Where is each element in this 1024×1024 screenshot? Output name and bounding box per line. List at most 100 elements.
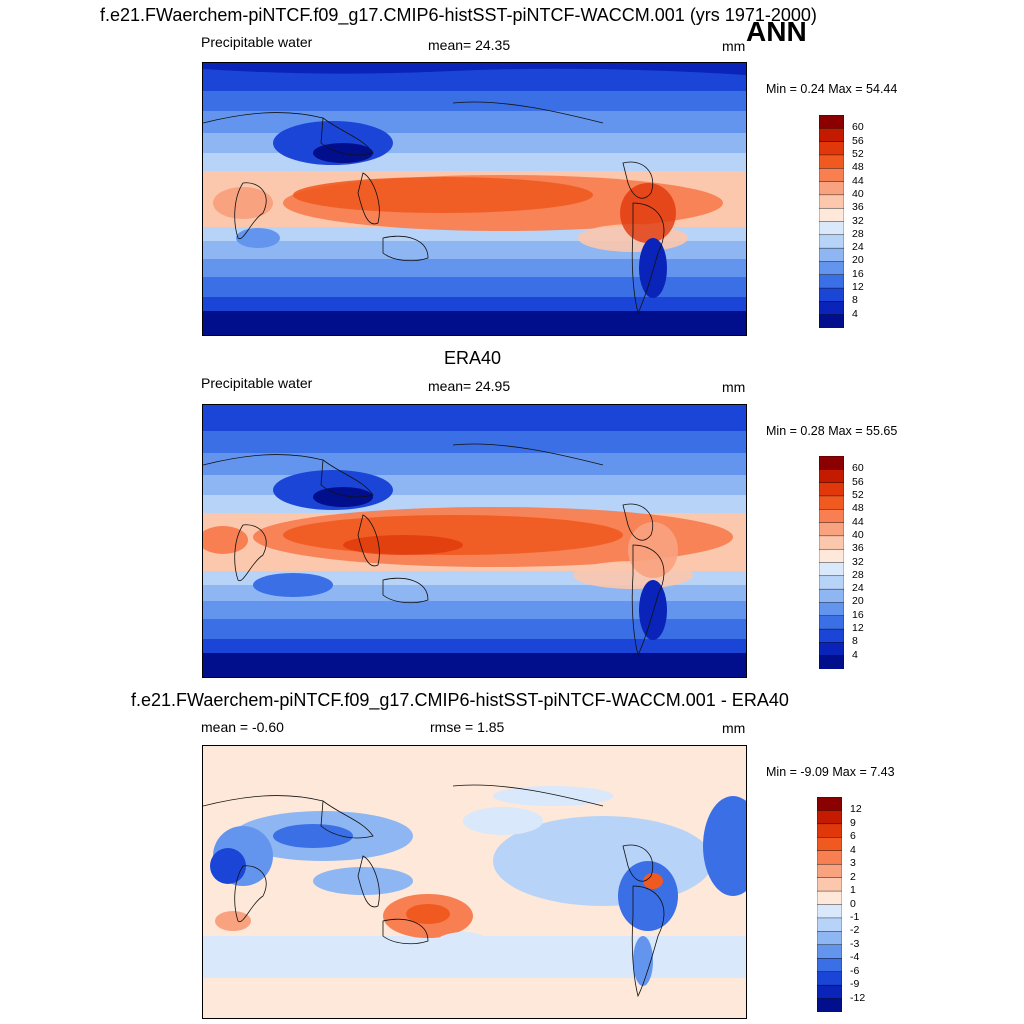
colorbar-swatch: [818, 535, 845, 550]
colorbar-swatch: [816, 850, 843, 865]
panel-obs-minmax: Min = 0.28 Max = 55.65: [766, 424, 898, 438]
colorbar-swatch: [816, 958, 843, 973]
map-obs: [202, 404, 747, 678]
colorbar-tick-label: 24: [852, 241, 864, 254]
colorbar-tick-label: 60: [852, 462, 864, 475]
colorbar-swatch: [818, 181, 845, 196]
colorbar-swatch: [818, 287, 845, 302]
colorbar-swatch: [816, 823, 843, 838]
map-diff: [202, 745, 747, 1019]
colorbar-swatch: [818, 482, 845, 497]
colorbar-swatch: [818, 588, 845, 603]
colorbar-swatch: [816, 810, 843, 825]
colorbar-swatch: [818, 562, 845, 577]
colorbar-swatch: [816, 917, 843, 932]
map-obs-field: [203, 405, 746, 677]
colorbar-swatch: [818, 141, 845, 156]
colorbar-swatch: [818, 207, 845, 223]
panel-model-variable: Precipitable water: [201, 34, 313, 50]
colorbar-tick-label: 32: [852, 555, 864, 568]
colorbar-diff: [816, 796, 843, 1013]
colorbar-swatch: [818, 221, 845, 236]
colorbar-swatch: [818, 469, 845, 484]
colorbar-swatch: [818, 509, 845, 524]
colorbar-tick-label: 20: [852, 595, 864, 608]
colorbar-obs-swatches: [818, 455, 845, 670]
colorbar-tick-label: 60: [852, 121, 864, 134]
map-model: [202, 62, 747, 336]
colorbar-tick-label: 36: [852, 542, 864, 555]
panel-obs-mean: mean= 24.95: [428, 378, 511, 394]
colorbar-tick-label: 3: [850, 857, 856, 870]
colorbar-tick-label: 28: [852, 227, 864, 240]
colorbar-swatch: [818, 602, 845, 617]
colorbar-tick-label: 2: [850, 870, 856, 883]
colorbar-tick-label: 40: [852, 528, 864, 541]
colorbar-tick-label: 24: [852, 582, 864, 595]
colorbar-swatch: [816, 984, 843, 1000]
colorbar-swatch: [818, 154, 845, 169]
panel-model-minmax: Min = 0.24 Max = 54.44: [766, 82, 898, 96]
map-model-field: [203, 63, 746, 335]
colorbar-tick-label: 12: [852, 622, 864, 635]
panel-diff-title: f.e21.FWaerchem-piNTCF.f09_g17.CMIP6-his…: [131, 690, 789, 710]
colorbar-swatch: [816, 931, 843, 946]
colorbar-swatch: [818, 642, 845, 657]
colorbar-swatch: [816, 877, 843, 892]
panel-diff-mean: mean = -0.60: [201, 719, 284, 735]
colorbar-swatch: [818, 301, 845, 316]
colorbar-tick-label: 56: [852, 475, 864, 488]
colorbar-tick-label: 1: [850, 884, 856, 897]
colorbar-obs: [818, 455, 845, 670]
colorbar-swatch: [818, 455, 845, 470]
season-label: ANN: [746, 16, 807, 47]
colorbar-tick-label: 12: [852, 281, 864, 294]
colorbar-tick-label: -1: [850, 910, 860, 923]
colorbar-tick-label: 12: [850, 803, 862, 816]
colorbar-swatch: [818, 314, 845, 329]
colorbar-swatch: [816, 796, 843, 811]
colorbar-swatch: [816, 890, 843, 906]
colorbar-tick-label: 8: [852, 294, 858, 307]
colorbar-swatch: [818, 194, 845, 209]
colorbar-swatch: [816, 863, 843, 879]
colorbar-swatch: [818, 247, 845, 262]
colorbar-tick-label: -6: [850, 964, 860, 977]
colorbar-swatch: [818, 655, 845, 670]
colorbar-tick-label: 32: [852, 214, 864, 227]
colorbar-swatch: [816, 904, 843, 919]
colorbar-diff-swatches: [816, 796, 843, 1013]
figure-title: f.e21.FWaerchem-piNTCF.f09_g17.CMIP6-his…: [100, 5, 817, 25]
panel-obs-units: mm: [722, 379, 746, 395]
colorbar-tick-label: 0: [850, 897, 856, 910]
colorbar-swatch: [816, 944, 843, 959]
colorbar-tick-label: 52: [852, 147, 864, 160]
colorbar-swatch: [818, 575, 845, 590]
colorbar-swatch: [816, 998, 843, 1013]
colorbar-tick-label: 4: [852, 648, 858, 661]
colorbar-tick-label: 4: [850, 843, 856, 856]
colorbar-swatch: [818, 234, 845, 249]
colorbar-tick-label: 40: [852, 187, 864, 200]
colorbar-tick-label: 20: [852, 254, 864, 267]
panel-diff-minmax: Min = -9.09 Max = 7.43: [766, 765, 895, 779]
colorbar-tick-label: 16: [852, 608, 864, 621]
colorbar-tick-label: -2: [850, 924, 860, 937]
colorbar-swatch: [818, 114, 845, 129]
colorbar-model: [818, 114, 845, 329]
panel-model-mean: mean= 24.35: [428, 37, 511, 53]
colorbar-tick-label: -12: [850, 991, 866, 1004]
colorbar-swatch: [816, 837, 843, 852]
colorbar-tick-label: 48: [852, 502, 864, 515]
colorbar-tick-label: 44: [852, 515, 864, 528]
panel-model-units: mm: [722, 38, 746, 54]
colorbar-tick-label: -3: [850, 937, 860, 950]
colorbar-swatch: [818, 495, 845, 510]
colorbar-swatch: [818, 628, 845, 643]
colorbar-tick-label: -9: [850, 978, 860, 991]
colorbar-tick-label: 36: [852, 201, 864, 214]
colorbar-tick-label: 44: [852, 174, 864, 187]
colorbar-swatch: [818, 548, 845, 564]
colorbar-tick-label: 16: [852, 267, 864, 280]
colorbar-swatch: [818, 168, 845, 183]
